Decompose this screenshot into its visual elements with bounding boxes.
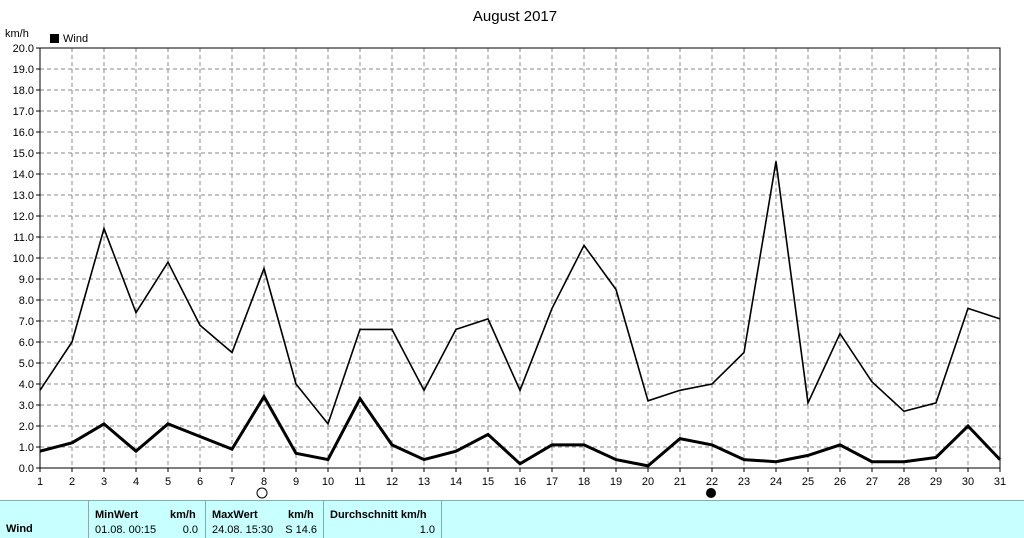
avg-header: Durchschnitt km/h xyxy=(330,509,427,521)
x-tick-label: 25 xyxy=(802,476,814,488)
x-tick-label: 26 xyxy=(834,476,846,488)
x-tick-label: 23 xyxy=(738,476,750,488)
stats-panel: Wind MinWert km/h 01.08. 00:15 0.0 MaxWe… xyxy=(0,500,1024,538)
x-tick-label: 29 xyxy=(930,476,942,488)
x-tick-label: 18 xyxy=(578,476,590,488)
stats-row-label: Wind xyxy=(6,523,33,535)
y-tick-label: 10.0 xyxy=(13,253,34,265)
y-tick-label: 6.0 xyxy=(19,337,34,349)
x-tick-label: 28 xyxy=(898,476,910,488)
x-tick-label: 17 xyxy=(546,476,558,488)
y-tick-label: 9.0 xyxy=(19,274,34,286)
min-value: 0.0 xyxy=(182,524,198,536)
y-tick-label: 17.0 xyxy=(13,106,34,118)
grid xyxy=(40,48,1000,468)
wind-chart: August 2017 km/h Wind 0.0 1.0 2.0 3.0 4.0 5.0… xyxy=(5,8,1006,499)
x-tick-label: 31 xyxy=(994,476,1006,488)
y-tick-label: 15.0 xyxy=(13,148,34,160)
x-tick-label: 3 xyxy=(101,476,107,488)
y-tick-label: 3.0 xyxy=(19,400,34,412)
y-tick-label: 12.0 xyxy=(13,211,34,223)
y-tick-label: 20.0 xyxy=(13,43,34,55)
series-line-avg xyxy=(39,393,1002,468)
series-line-max xyxy=(39,161,1001,426)
x-tick-label: 7 xyxy=(229,476,235,488)
x-tick-label: 1 xyxy=(37,476,43,488)
y-tick-label: 19.0 xyxy=(13,64,34,76)
legend-swatch xyxy=(50,34,59,43)
x-tick-label: 21 xyxy=(674,476,686,488)
y-tick-label: 14.0 xyxy=(13,169,34,181)
x-tick-label: 30 xyxy=(962,476,974,488)
x-tick-label: 2 xyxy=(69,476,75,488)
min-time: 01.08. 00:15 xyxy=(95,524,157,536)
legend-label: Wind xyxy=(63,33,88,45)
x-tick-label: 19 xyxy=(610,476,622,488)
x-tick-label: 24 xyxy=(770,476,782,488)
x-tick-label: 12 xyxy=(386,476,398,488)
max-unit: km/h xyxy=(288,509,314,521)
x-tick-label: 27 xyxy=(866,476,878,488)
y-tick-label: 18.0 xyxy=(13,85,34,97)
y-tick-label: 1.0 xyxy=(19,442,34,454)
series-lines xyxy=(39,161,1002,468)
x-tick-label: 13 xyxy=(418,476,430,488)
stats-divider xyxy=(441,501,442,538)
avg-value: 1.0 xyxy=(419,524,435,536)
x-tick-label: 14 xyxy=(450,476,462,488)
x-tick-label: 6 xyxy=(197,476,203,488)
stats-divider xyxy=(205,501,206,538)
moon-markers xyxy=(256,487,716,499)
stats-divider xyxy=(88,501,89,538)
stats-divider xyxy=(323,501,324,538)
x-tick-label: 11 xyxy=(354,476,365,488)
y-axis-unit: km/h xyxy=(5,28,29,40)
y-tick-label: 7.0 xyxy=(19,316,34,328)
x-tick-label: 8 xyxy=(261,476,267,488)
x-tick-label: 10 xyxy=(322,476,334,488)
max-time: 24.08. 15:30 xyxy=(212,524,274,536)
y-tick-label: 0.0 xyxy=(19,463,34,475)
y-tick-label: 16.0 xyxy=(13,127,34,139)
x-tick-label: 20 xyxy=(642,476,654,488)
x-tick-label: 22 xyxy=(706,476,718,488)
x-axis: 1 2 3 4 5 6 7 8 9 10 11 12 13 14 15 16 17 18 19 20 21 22 23 24 2… xyxy=(37,468,1006,488)
min-header: MinWert xyxy=(95,509,139,521)
max-header: MaxWert xyxy=(212,509,258,521)
new-moon-icon xyxy=(706,488,716,498)
max-value: S 14.6 xyxy=(285,524,317,536)
x-tick-label: 9 xyxy=(293,476,299,488)
x-tick-label: 5 xyxy=(165,476,171,488)
y-tick-label: 4.0 xyxy=(19,379,34,391)
y-tick-label: 13.0 xyxy=(13,190,34,202)
y-tick-label: 11.0 xyxy=(13,232,34,244)
x-tick-label: 16 xyxy=(514,476,526,488)
y-axis: 0.0 1.0 2.0 3.0 4.0 5.0 6.0 7.0 8.0 9.0 10.0 11.0 12… xyxy=(13,43,40,475)
y-tick-label: 2.0 xyxy=(19,421,34,433)
full-moon-icon xyxy=(256,487,268,499)
min-unit: km/h xyxy=(170,509,196,521)
y-tick-label: 5.0 xyxy=(19,358,34,370)
x-tick-label: 15 xyxy=(482,476,494,488)
chart-title: August 2017 xyxy=(473,8,557,25)
x-tick-label: 4 xyxy=(133,476,139,488)
y-tick-label: 8.0 xyxy=(19,295,34,307)
